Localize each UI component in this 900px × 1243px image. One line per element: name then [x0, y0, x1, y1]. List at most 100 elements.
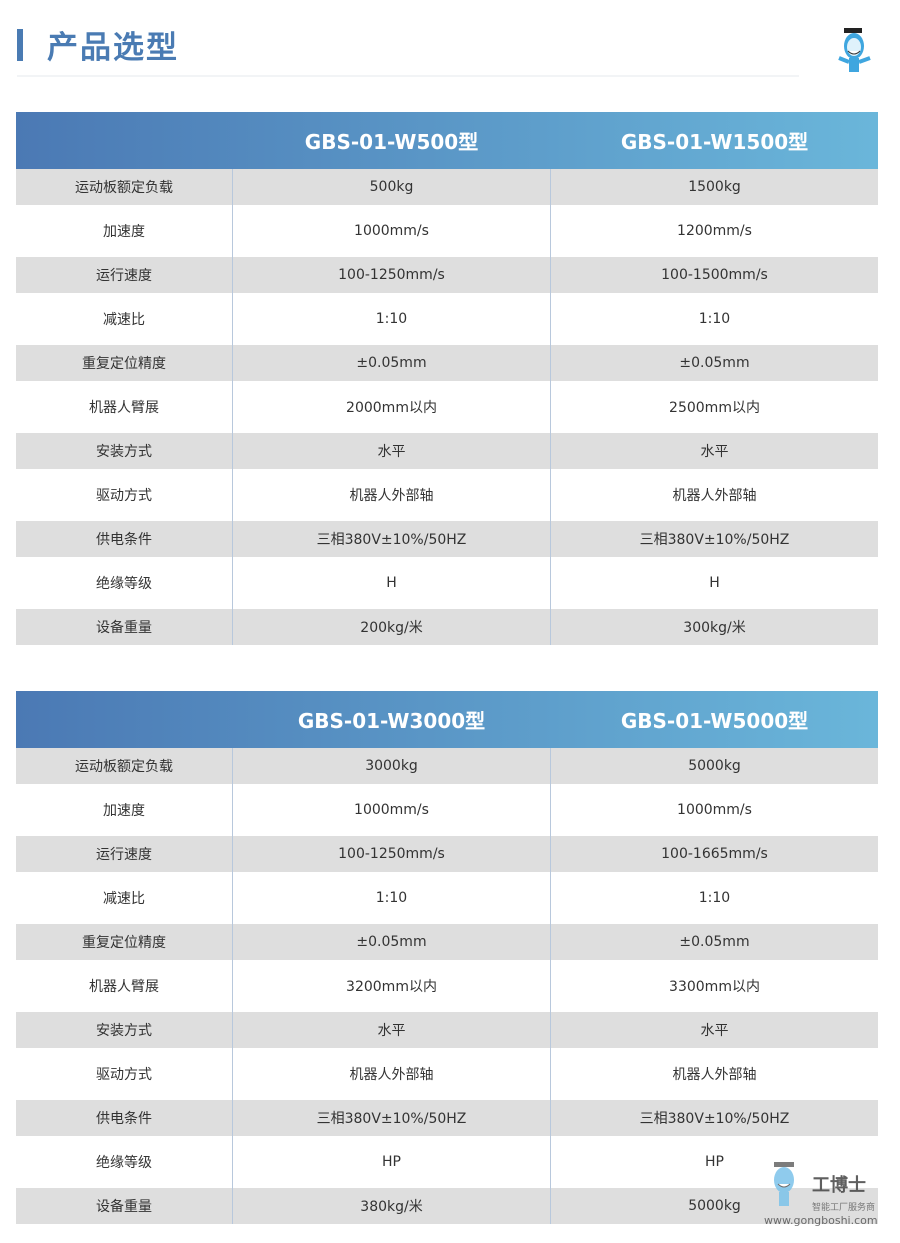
cell-value: 2500mm以内 — [669, 400, 760, 416]
row-label: 供电条件 — [96, 532, 152, 548]
table-row: 加速度 1000mm/s 1000mm/s — [16, 784, 878, 836]
cell-value: 100-1250mm/s — [232, 836, 551, 872]
cell-value: 1000mm/s — [232, 205, 551, 257]
cell-value: 5000kg — [688, 1198, 741, 1214]
table-row: 运动板额定负载 3000kg 5000kg — [16, 748, 878, 784]
table-row: 重复定位精度 ±0.05mm ±0.05mm — [16, 924, 878, 960]
cell-value: 100-1665mm/s — [661, 846, 768, 862]
row-label: 运行速度 — [96, 847, 152, 863]
cell-value: 1:10 — [698, 311, 731, 327]
cell-value: 水平 — [232, 1012, 551, 1048]
table-row: 绝缘等级 H H — [16, 557, 878, 609]
cell-value: 1:10 — [232, 872, 551, 924]
svg-text:www.gongboshi.com: www.gongboshi.com — [764, 1214, 878, 1227]
section-title: 产品选型 — [17, 22, 179, 67]
table-row: 安装方式 水平 水平 — [16, 1012, 878, 1048]
row-label: 驱动方式 — [96, 488, 152, 504]
model-name: GBS-01-W3000型 — [297, 709, 486, 733]
row-label: 重复定位精度 — [82, 935, 166, 951]
row-label: 安装方式 — [96, 1023, 152, 1039]
table-row: 加速度 1000mm/s 1200mm/s — [16, 205, 878, 257]
cell-value: ±0.05mm — [679, 934, 750, 950]
cell-value: 200kg/米 — [232, 609, 551, 645]
cell-value: 机器人外部轴 — [672, 1067, 757, 1083]
table-row: 设备重量 200kg/米 300kg/米 — [16, 609, 878, 645]
cell-value: 100-1250mm/s — [232, 257, 551, 293]
cell-value: 机器人外部轴 — [232, 469, 551, 521]
cell-value: 3200mm以内 — [232, 960, 551, 1012]
row-label: 加速度 — [103, 803, 145, 819]
table-row: 重复定位精度 ±0.05mm ±0.05mm — [16, 345, 878, 381]
cell-value: 1200mm/s — [677, 223, 752, 239]
table-row: 运行速度 100-1250mm/s 100-1500mm/s — [16, 257, 878, 293]
row-label: 安装方式 — [96, 444, 152, 460]
cell-value: 1000mm/s — [232, 784, 551, 836]
cell-value: H — [232, 557, 551, 609]
table-row: 机器人臂展 2000mm以内 2500mm以内 — [16, 381, 878, 433]
table-row: 机器人臂展 3200mm以内 3300mm以内 — [16, 960, 878, 1012]
cell-value: 2000mm以内 — [232, 381, 551, 433]
svg-text:工博士: 工博士 — [812, 1174, 866, 1196]
cell-value: 380kg/米 — [232, 1188, 551, 1224]
spec-table-1: GBS-01-W500型 GBS-01-W1500型运动板额定负载 500kg 150… — [16, 112, 878, 645]
cell-value: 三相380V±10%/50HZ — [232, 521, 551, 557]
table-header: GBS-01-W3000型 GBS-01-W5000型 — [16, 691, 878, 748]
svg-text:智能工厂服务商: 智能工厂服务商 — [812, 1201, 875, 1213]
cell-value: 水平 — [700, 444, 729, 460]
cell-value: 3300mm以内 — [669, 979, 760, 995]
spec-table-2: GBS-01-W3000型 GBS-01-W5000型运动板额定负载 3000kg 5… — [16, 691, 878, 1224]
cell-value: 1500kg — [688, 179, 741, 195]
row-label: 运动板额定负载 — [75, 180, 173, 196]
cell-value: ±0.05mm — [679, 355, 750, 371]
row-label: 供电条件 — [96, 1111, 152, 1127]
divider — [17, 75, 799, 77]
table-row: 供电条件 三相380V±10%/50HZ 三相380V±10%/50HZ — [16, 521, 878, 557]
cell-value: 水平 — [700, 1023, 729, 1039]
cell-value: 机器人外部轴 — [672, 488, 757, 504]
table-row: 运动板额定负载 500kg 1500kg — [16, 169, 878, 205]
cell-value: 1:10 — [698, 890, 731, 906]
table-row: 安装方式 水平 水平 — [16, 433, 878, 469]
table-row: 减速比 1:10 1:10 — [16, 872, 878, 924]
row-label: 设备重量 — [96, 1199, 152, 1215]
row-label: 驱动方式 — [96, 1067, 152, 1083]
cell-value: 300kg/米 — [683, 620, 746, 636]
table-row: 供电条件 三相380V±10%/50HZ 三相380V±10%/50HZ — [16, 1100, 878, 1136]
cell-value: 5000kg — [688, 758, 741, 774]
row-label: 减速比 — [103, 312, 145, 328]
row-label: 绝缘等级 — [96, 576, 152, 592]
table-header: GBS-01-W500型 GBS-01-W1500型 — [16, 112, 878, 169]
title-accent-bar — [17, 28, 23, 61]
header-blank — [16, 112, 232, 169]
table-row: 运行速度 100-1250mm/s 100-1665mm/s — [16, 836, 878, 872]
gongboshi-logo-icon: 工博士 智能工厂服务商 www.gongboshi.com — [764, 1162, 878, 1227]
row-label: 加速度 — [103, 224, 145, 240]
cell-value: 三相380V±10%/50HZ — [639, 1111, 790, 1127]
row-label: 机器人臂展 — [89, 400, 159, 416]
table-row: 设备重量 380kg/米 5000kg — [16, 1188, 878, 1224]
row-label: 运动板额定负载 — [75, 759, 173, 775]
cell-value: H — [709, 575, 720, 591]
cell-value: 100-1500mm/s — [661, 267, 768, 283]
cell-value: 水平 — [232, 433, 551, 469]
cell-value: HP — [232, 1136, 551, 1188]
row-label: 绝缘等级 — [96, 1155, 152, 1171]
page-title: 产品选型 — [47, 30, 179, 66]
cell-value: HP — [705, 1154, 724, 1170]
table-row: 绝缘等级 HP HP — [16, 1136, 878, 1188]
cell-value: 机器人外部轴 — [232, 1048, 551, 1100]
row-label: 重复定位精度 — [82, 356, 166, 372]
cell-value: 500kg — [232, 169, 551, 205]
row-label: 机器人臂展 — [89, 979, 159, 995]
table-row: 驱动方式 机器人外部轴 机器人外部轴 — [16, 1048, 878, 1100]
model-name: GBS-01-W1500型 — [620, 130, 809, 154]
cell-value: 3000kg — [232, 748, 551, 784]
table-row: 减速比 1:10 1:10 — [16, 293, 878, 345]
cell-value: 三相380V±10%/50HZ — [639, 532, 790, 548]
row-label: 减速比 — [103, 891, 145, 907]
gongboshi-watermark: 工博士 智能工厂服务商 www.gongboshi.com — [762, 1158, 892, 1232]
cell-value: ±0.05mm — [232, 924, 551, 960]
model-name: GBS-01-W500型 — [304, 130, 479, 154]
model-name: GBS-01-W5000型 — [620, 709, 809, 733]
cell-value: 1000mm/s — [677, 802, 752, 818]
